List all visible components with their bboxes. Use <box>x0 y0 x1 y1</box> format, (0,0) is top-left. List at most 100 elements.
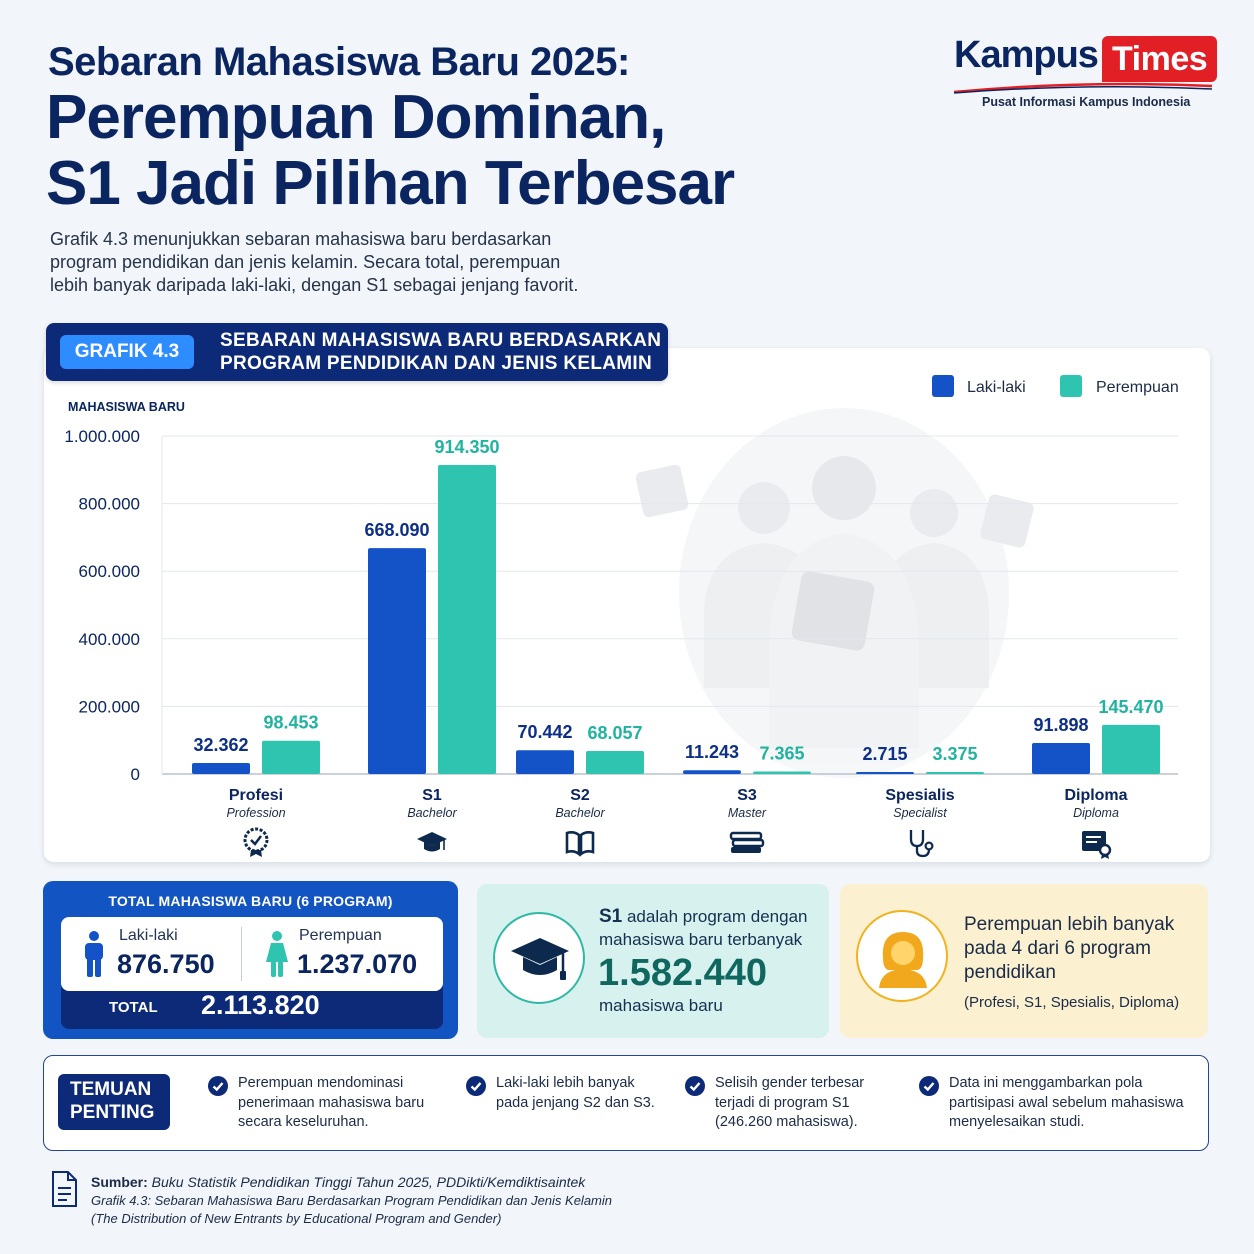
chart-header: GRAFIK 4.3 SEBARAN MAHASISWA BARU BERDAS… <box>46 323 668 381</box>
bar-value-label: 2.715 <box>862 744 907 764</box>
category-label: Profesi <box>229 787 283 804</box>
gender-totals: Laki-laki 876.750 Perempuan 1.237.070 <box>61 917 443 991</box>
logo-swoosh-icon <box>953 82 1213 94</box>
finding-text-line: pada jenjang S2 dan S3. <box>496 1094 655 1111</box>
finding-text-line: terjadi di program S1 <box>715 1094 850 1111</box>
graduation-cap-icon <box>417 832 447 852</box>
bar-value-label: 3.375 <box>932 744 977 764</box>
finding-text-line: Data ini menggambarkan pola <box>949 1075 1143 1091</box>
source-label: Sumber: <box>91 1174 148 1190</box>
certificate-icon <box>1082 831 1112 859</box>
finding-text-line: menyelesaikan studi. <box>949 1114 1085 1130</box>
category-sublabel: Diploma <box>1073 806 1119 820</box>
bar-female-s2 <box>586 750 644 774</box>
y-tick-label: 0 <box>131 765 140 784</box>
bar-value-label: 668.090 <box>364 520 429 540</box>
bar-value-label: 145.470 <box>1098 697 1163 717</box>
book-stack-icon <box>729 831 765 853</box>
finding-text: Selisih gender terbesar terjadi di progra… <box>715 1074 864 1133</box>
legend-label-male: Laki-laki <box>967 379 1026 396</box>
s1-total-value: 1.582.440 <box>598 952 768 994</box>
bar-value-label: 91.898 <box>1033 715 1088 735</box>
y-tick-label: 800.000 <box>79 495 140 514</box>
bar-female-diploma <box>1102 724 1160 774</box>
s1-bold: S1 <box>599 906 623 927</box>
category-sublabel: Master <box>728 806 767 820</box>
category-label: S1 <box>422 787 442 804</box>
category-sublabel: Specialist <box>893 806 947 820</box>
y-axis-title: MAHASISWA BARU <box>68 400 185 414</box>
gridlines <box>161 435 1178 775</box>
check-circle-icon <box>919 1076 939 1096</box>
bar-female-spesialis <box>926 772 984 774</box>
chart-badge: GRAFIK 4.3 <box>60 335 194 369</box>
findings-badge-line-2: PENTING <box>70 1102 155 1123</box>
findings-badge: TEMUAN PENTING <box>58 1074 170 1130</box>
badge-check-icon <box>243 827 269 857</box>
category-label: Spesialis <box>885 787 954 804</box>
legend: Laki-laki Perempuan <box>932 375 1179 397</box>
source-line-3: (The Distribution of New Entrants by Edu… <box>91 1211 502 1226</box>
s1-text-line-2: mahasiswa baru terbanyak <box>599 930 803 949</box>
s1-line1-rest: adalah program dengan <box>622 907 808 926</box>
finding-text-line: penerimaan mahasiswa baru <box>238 1094 425 1111</box>
total-summary-card: TOTAL MAHASISWA BARU (6 PROGRAM) TOTAL 2… <box>43 881 458 1039</box>
finding-text: Laki-laki lebih banyak pada jenjang S2 da… <box>496 1074 655 1113</box>
s1-highlight-card: S1 adalah program dengan mahasiswa baru … <box>477 884 829 1038</box>
category-sublabel: Bachelor <box>407 806 457 820</box>
finding-text: Perempuan mendominasi penerimaan mahasisw… <box>238 1074 424 1133</box>
title-line-2: Perempuan Dominan, <box>46 83 666 152</box>
chart-title-line-1: SEBARAN MAHASISWA BARU BERDASARKAN <box>220 330 662 351</box>
category-label: Diploma <box>1064 787 1127 804</box>
male-label: Laki-laki <box>119 927 178 944</box>
lead-line: program pendidikan dan jenis kelamin. Se… <box>50 252 561 272</box>
x-axis-categories: Profesi Profession S1 Bachelor S2 Bachelor S3 M… <box>226 787 1128 859</box>
logo-word-times: Times <box>1102 36 1218 82</box>
bar-value-label: 98.453 <box>263 713 318 733</box>
logo-word-kampus: Kampus <box>954 34 1099 76</box>
s1-text-line-1: S1 adalah program dengan <box>599 906 808 928</box>
female-icon <box>266 931 288 977</box>
legend-swatch-male <box>932 375 954 397</box>
bar-male-diploma <box>1032 742 1090 774</box>
findings-badge-line-1: TEMUAN <box>70 1079 152 1100</box>
y-tick-label: 600.000 <box>79 562 140 581</box>
s1-unit: mahasiswa baru <box>599 996 723 1015</box>
y-tick-label: 400.000 <box>79 630 140 649</box>
woman-avatar-icon <box>879 932 927 988</box>
female-text-line-3: pendidikan <box>964 962 1056 983</box>
category-label: S2 <box>570 787 590 804</box>
lead-line: lebih banyak daripada laki-laki, dengan … <box>50 275 579 295</box>
finding-text: Data ini menggambarkan pola partisipasi a… <box>949 1074 1184 1133</box>
finding-text-line: partisipasi awal sebelum mahasiswa <box>949 1094 1184 1111</box>
bar-female-s1 <box>438 464 496 774</box>
bar-female-s3 <box>753 771 811 774</box>
female-total-value: 1.237.070 <box>297 949 418 979</box>
finding-text-line: Perempuan mendominasi <box>238 1075 404 1091</box>
female-programs-note: (Profesi, S1, Spesialis, Diploma) <box>964 994 1180 1011</box>
male-icon <box>85 931 103 977</box>
bars: 32.362 98.453 668.090 914.350 70.442 68.057 11… <box>192 437 1164 774</box>
bar-chart: MAHASISWA BARU 0 200.000 400.000 600.000 800… <box>64 375 1179 859</box>
lead-paragraph: Grafik 4.3 menunjukkan sebaran mahasiswa… <box>50 228 650 297</box>
female-label: Perempuan <box>299 927 382 944</box>
kampus-times-logo: Kampus Times Pusat Informasi Kampus Indo… <box>952 32 1222 112</box>
category-sublabel: Profession <box>226 806 285 820</box>
y-tick-label: 1.000.000 <box>64 427 140 446</box>
bar-male-profesi <box>192 763 250 774</box>
category-sublabel: Bachelor <box>555 806 605 820</box>
bar-value-label: 7.365 <box>759 744 804 764</box>
legend-swatch-female <box>1060 375 1082 397</box>
finding-text-line: (246.260 mahasiswa). <box>715 1114 858 1130</box>
chart-card <box>44 348 1210 862</box>
bar-female-profesi <box>262 740 320 774</box>
legend-label-female: Perempuan <box>1096 379 1179 396</box>
bar-male-s3 <box>683 770 741 774</box>
people-puzzle-illustration <box>635 408 1034 778</box>
total-footer: TOTAL 2.113.820 <box>61 985 443 1029</box>
finding-text-line: Laki-laki lebih banyak <box>496 1075 635 1091</box>
y-axis-ticks: 0 200.000 400.000 600.000 800.000 1.000.000 <box>64 427 140 784</box>
bar-male-spesialis <box>856 772 914 774</box>
bar-value-label: 68.057 <box>587 723 642 743</box>
stethoscope-icon <box>909 830 934 858</box>
